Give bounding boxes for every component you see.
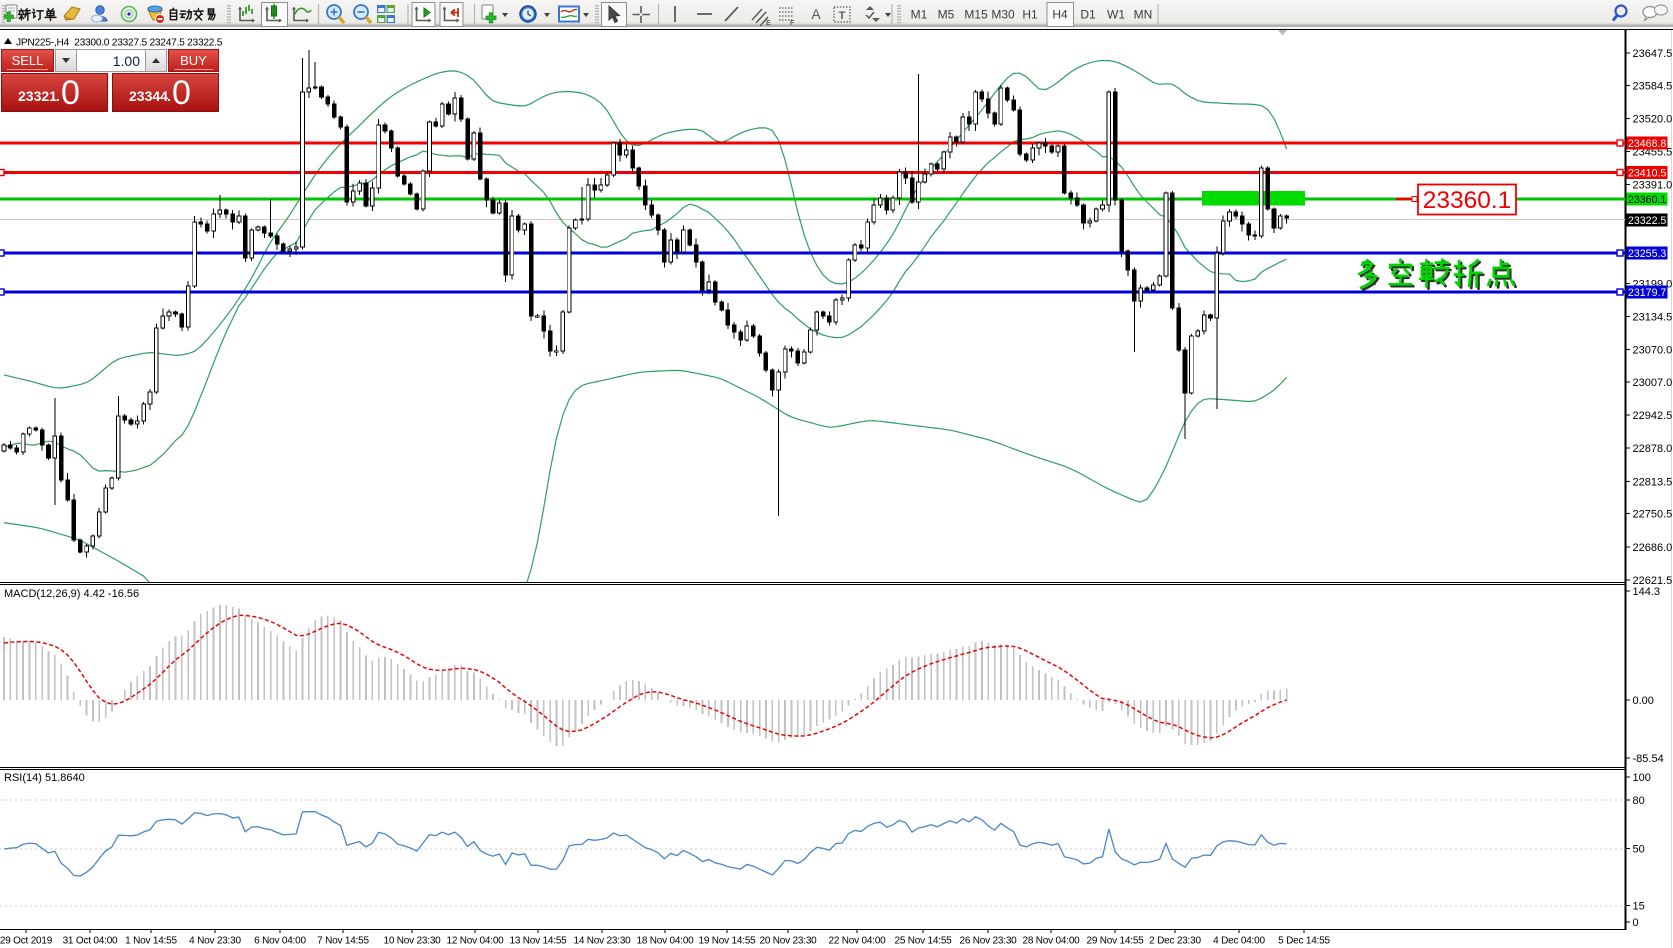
svg-text:80: 80 — [1633, 795, 1645, 807]
svg-text:23070.0: 23070.0 — [1633, 345, 1673, 357]
svg-text:28 Nov 04:00: 28 Nov 04:00 — [1022, 936, 1080, 947]
svg-text:0.00: 0.00 — [1633, 695, 1654, 707]
svg-text:15: 15 — [1633, 901, 1645, 913]
svg-text:23360.1: 23360.1 — [1628, 194, 1666, 206]
svg-text:RSI(14) 51.8640: RSI(14) 51.8640 — [4, 772, 85, 784]
svg-text:20 Nov 23:30: 20 Nov 23:30 — [759, 936, 817, 947]
svg-text:23360.1: 23360.1 — [1423, 187, 1512, 214]
svg-text:23410.5: 23410.5 — [1628, 168, 1666, 180]
svg-text:22750.5: 22750.5 — [1633, 509, 1673, 521]
svg-text:H4: H4 — [1052, 8, 1068, 22]
svg-text:JPN225-,H4 23300.0 23327.5 23: JPN225-,H4 23300.0 23327.5 23247.5 23322… — [16, 38, 223, 49]
svg-text:22942.5: 22942.5 — [1633, 410, 1673, 422]
svg-text:T: T — [839, 10, 846, 22]
svg-text:13 Nov 14:55: 13 Nov 14:55 — [509, 936, 567, 947]
svg-text:M15: M15 — [964, 8, 988, 22]
svg-text:H1: H1 — [1022, 8, 1038, 22]
svg-text:19 Nov 14:55: 19 Nov 14:55 — [698, 936, 756, 947]
svg-text:4 Dec 04:00: 4 Dec 04:00 — [1213, 936, 1265, 947]
svg-text:23007.0: 23007.0 — [1633, 377, 1673, 389]
svg-text:E: E — [766, 20, 771, 27]
svg-text:18 Nov 04:00: 18 Nov 04:00 — [636, 936, 694, 947]
svg-text:50: 50 — [1633, 844, 1645, 856]
svg-text:23455.5: 23455.5 — [1633, 147, 1673, 159]
svg-text:F: F — [790, 20, 795, 27]
svg-text:5 Dec 14:55: 5 Dec 14:55 — [1278, 936, 1330, 947]
svg-text:22 Nov 04:00: 22 Nov 04:00 — [828, 936, 886, 947]
svg-text:M1: M1 — [911, 8, 928, 22]
svg-text:1 Nov 14:55: 1 Nov 14:55 — [125, 936, 177, 947]
svg-text:A: A — [811, 6, 821, 22]
svg-text:4 Nov 23:30: 4 Nov 23:30 — [189, 936, 241, 947]
svg-text:MN: MN — [1134, 8, 1153, 22]
svg-text:29 Oct 2019: 29 Oct 2019 — [0, 936, 53, 947]
svg-text:23391.0: 23391.0 — [1633, 180, 1673, 192]
svg-text:22878.0: 22878.0 — [1633, 443, 1673, 455]
svg-text:7 Nov 14:55: 7 Nov 14:55 — [317, 936, 369, 947]
svg-text:22813.5: 22813.5 — [1633, 476, 1673, 488]
svg-text:23584.5: 23584.5 — [1633, 80, 1673, 92]
svg-text:MACD(12,26,9) 4.42 -16.56: MACD(12,26,9) 4.42 -16.56 — [4, 588, 139, 600]
svg-text:23179.7: 23179.7 — [1628, 287, 1666, 299]
svg-text:22621.5: 22621.5 — [1633, 575, 1673, 587]
svg-text:23255.3: 23255.3 — [1628, 248, 1666, 260]
svg-text:100: 100 — [1633, 772, 1651, 784]
svg-text:-85.54: -85.54 — [1633, 753, 1664, 765]
svg-text:12 Nov 04:00: 12 Nov 04:00 — [446, 936, 504, 947]
svg-text:26 Nov 23:30: 26 Nov 23:30 — [959, 936, 1017, 947]
svg-text:23134.5: 23134.5 — [1633, 311, 1673, 323]
svg-text:6 Nov 04:00: 6 Nov 04:00 — [254, 936, 306, 947]
svg-text:M30: M30 — [991, 8, 1015, 22]
svg-text:23322.5: 23322.5 — [1628, 215, 1666, 227]
svg-text:M5: M5 — [938, 8, 955, 22]
svg-text:144.3: 144.3 — [1633, 586, 1661, 598]
svg-text:14 Nov 23:30: 14 Nov 23:30 — [573, 936, 631, 947]
svg-text:D1: D1 — [1080, 8, 1096, 22]
svg-text:10 Nov 23:30: 10 Nov 23:30 — [383, 936, 441, 947]
svg-text:2 Dec 23:30: 2 Dec 23:30 — [1149, 936, 1201, 947]
svg-text:W1: W1 — [1107, 8, 1125, 22]
svg-text:23468.8: 23468.8 — [1628, 138, 1666, 150]
svg-text:23647.5: 23647.5 — [1633, 48, 1673, 60]
svg-text:23520.0: 23520.0 — [1633, 113, 1673, 125]
svg-text:31 Oct 04:00: 31 Oct 04:00 — [63, 936, 118, 947]
svg-text:0: 0 — [1633, 917, 1639, 929]
svg-text:25 Nov 14:55: 25 Nov 14:55 — [894, 936, 952, 947]
svg-text:29 Nov 14:55: 29 Nov 14:55 — [1086, 936, 1144, 947]
svg-text:22686.0: 22686.0 — [1633, 542, 1673, 554]
